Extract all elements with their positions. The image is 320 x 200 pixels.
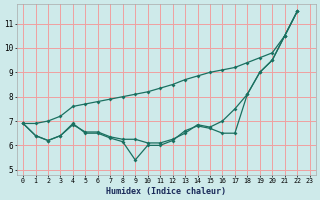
X-axis label: Humidex (Indice chaleur): Humidex (Indice chaleur) <box>106 187 226 196</box>
